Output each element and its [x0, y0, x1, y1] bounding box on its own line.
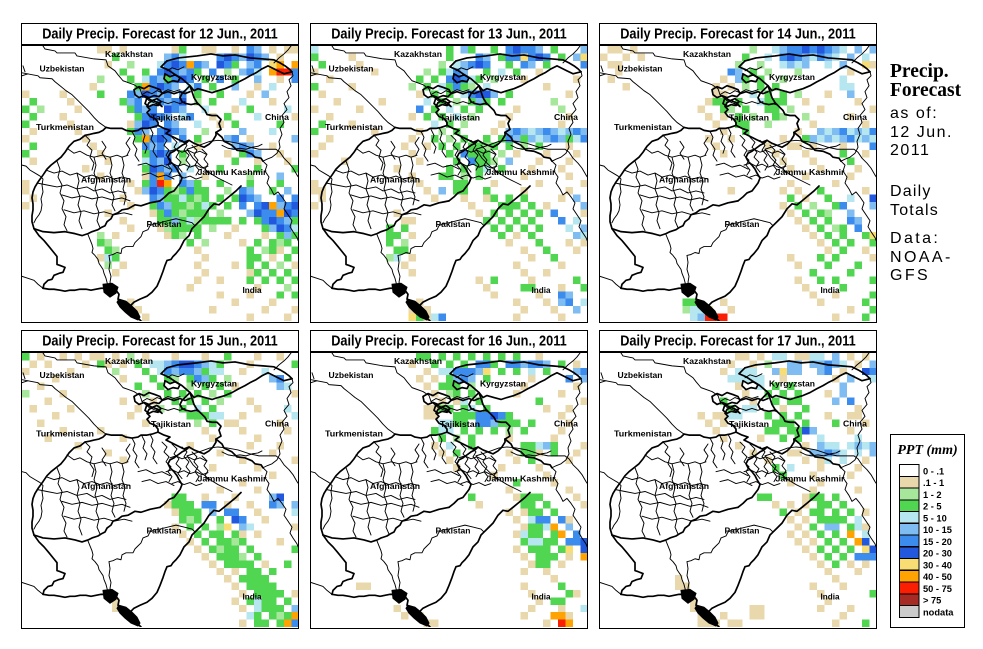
svg-text:Tajikistan: Tajikistan: [440, 420, 480, 429]
svg-text:20 - 30: 20 - 30: [923, 549, 952, 559]
svg-text:India: India: [821, 286, 840, 295]
svg-text:1 - 2: 1 - 2: [923, 490, 942, 500]
svg-text:30 - 40: 30 - 40: [923, 560, 952, 570]
svg-text:Afghanistan: Afghanistan: [81, 482, 131, 491]
svg-text:Kazakhstan: Kazakhstan: [683, 357, 731, 366]
svg-text:Tajikistan: Tajikistan: [729, 113, 769, 122]
svg-text:Uzbekistan: Uzbekistan: [39, 64, 84, 73]
svg-text:0 - .1: 0 - .1: [923, 466, 944, 476]
svg-text:Pakistan: Pakistan: [146, 220, 181, 229]
svg-text:Kazakhstan: Kazakhstan: [105, 357, 153, 366]
svg-text:Turkmenistan: Turkmenistan: [36, 430, 94, 439]
svg-text:> 75: > 75: [923, 596, 941, 606]
svg-text:Uzbekistan: Uzbekistan: [39, 371, 84, 380]
svg-text:Kazakhstan: Kazakhstan: [105, 50, 153, 59]
svg-text:nodata: nodata: [923, 607, 954, 617]
svg-text:Uzbekistan: Uzbekistan: [618, 371, 663, 380]
svg-text:Jammu Kashmir: Jammu Kashmir: [197, 168, 267, 177]
svg-text:Kyrgyzstan: Kyrgyzstan: [191, 380, 237, 389]
svg-text:Pakistan: Pakistan: [435, 220, 470, 229]
svg-text:Jammu Kashmir: Jammu Kashmir: [776, 475, 846, 484]
svg-text:Jammu Kashmir: Jammu Kashmir: [197, 475, 267, 484]
svg-text:China: China: [554, 420, 578, 429]
svg-text:Turkmenistan: Turkmenistan: [325, 430, 383, 439]
svg-text:.1 - 1: .1 - 1: [923, 478, 944, 488]
svg-text:Uzbekistan: Uzbekistan: [328, 64, 373, 73]
svg-text:China: China: [843, 420, 867, 429]
svg-text:5 - 10: 5 - 10: [923, 513, 947, 523]
svg-text:50 - 75: 50 - 75: [923, 584, 952, 594]
svg-text:Kyrgyzstan: Kyrgyzstan: [480, 73, 526, 82]
svg-text:Afghanistan: Afghanistan: [370, 482, 420, 491]
svg-text:India: India: [821, 592, 840, 601]
svg-text:Afghanistan: Afghanistan: [659, 176, 709, 185]
svg-text:Pakistan: Pakistan: [725, 220, 760, 229]
svg-text:Afghanistan: Afghanistan: [80, 176, 130, 185]
svg-text:Pakistan: Pakistan: [435, 527, 470, 536]
svg-text:Kazakhstan: Kazakhstan: [683, 50, 731, 59]
svg-text:Turkmenistan: Turkmenistan: [614, 430, 672, 439]
svg-text:Tajikistan: Tajikistan: [729, 420, 769, 429]
svg-text:China: China: [265, 420, 289, 429]
svg-text:Pakistan: Pakistan: [725, 527, 760, 536]
svg-text:Uzbekistan: Uzbekistan: [618, 64, 663, 73]
svg-text:Kyrgyzstan: Kyrgyzstan: [480, 380, 526, 389]
svg-text:Turkmenistan: Turkmenistan: [35, 123, 93, 132]
svg-text:India: India: [531, 592, 550, 601]
svg-text:Kazakhstan: Kazakhstan: [394, 357, 442, 366]
svg-text:China: China: [843, 113, 867, 122]
svg-text:Jammu Kashmir: Jammu Kashmir: [486, 475, 556, 484]
svg-text:Kazakhstan: Kazakhstan: [394, 50, 442, 59]
svg-text:Jammu Kashmir: Jammu Kashmir: [486, 168, 556, 177]
svg-text:Jammu Kashmir: Jammu Kashmir: [776, 168, 846, 177]
svg-text:India: India: [242, 286, 261, 295]
svg-text:Kyrgyzstan: Kyrgyzstan: [769, 380, 815, 389]
svg-text:Tajikistan: Tajikistan: [440, 113, 480, 122]
svg-text:Tajikistan: Tajikistan: [151, 420, 191, 429]
svg-text:India: India: [242, 592, 261, 601]
svg-text:Turkmenistan: Turkmenistan: [325, 123, 383, 132]
svg-text:Tajikistan: Tajikistan: [151, 113, 191, 122]
svg-text:Kyrgyzstan: Kyrgyzstan: [769, 73, 815, 82]
svg-text:China: China: [554, 113, 578, 122]
svg-text:Afghanistan: Afghanistan: [370, 176, 420, 185]
svg-text:40 - 50: 40 - 50: [923, 572, 952, 582]
svg-text:China: China: [265, 113, 289, 122]
svg-text:10 - 15: 10 - 15: [923, 525, 952, 535]
svg-text:15 - 20: 15 - 20: [923, 537, 952, 547]
svg-text:Uzbekistan: Uzbekistan: [328, 371, 373, 380]
svg-text:Turkmenistan: Turkmenistan: [614, 123, 672, 132]
svg-text:Kyrgyzstan: Kyrgyzstan: [190, 73, 236, 82]
svg-text:Afghanistan: Afghanistan: [659, 482, 709, 491]
svg-text:Pakistan: Pakistan: [146, 527, 181, 536]
svg-text:2 - 5: 2 - 5: [923, 502, 942, 512]
svg-text:India: India: [531, 286, 550, 295]
